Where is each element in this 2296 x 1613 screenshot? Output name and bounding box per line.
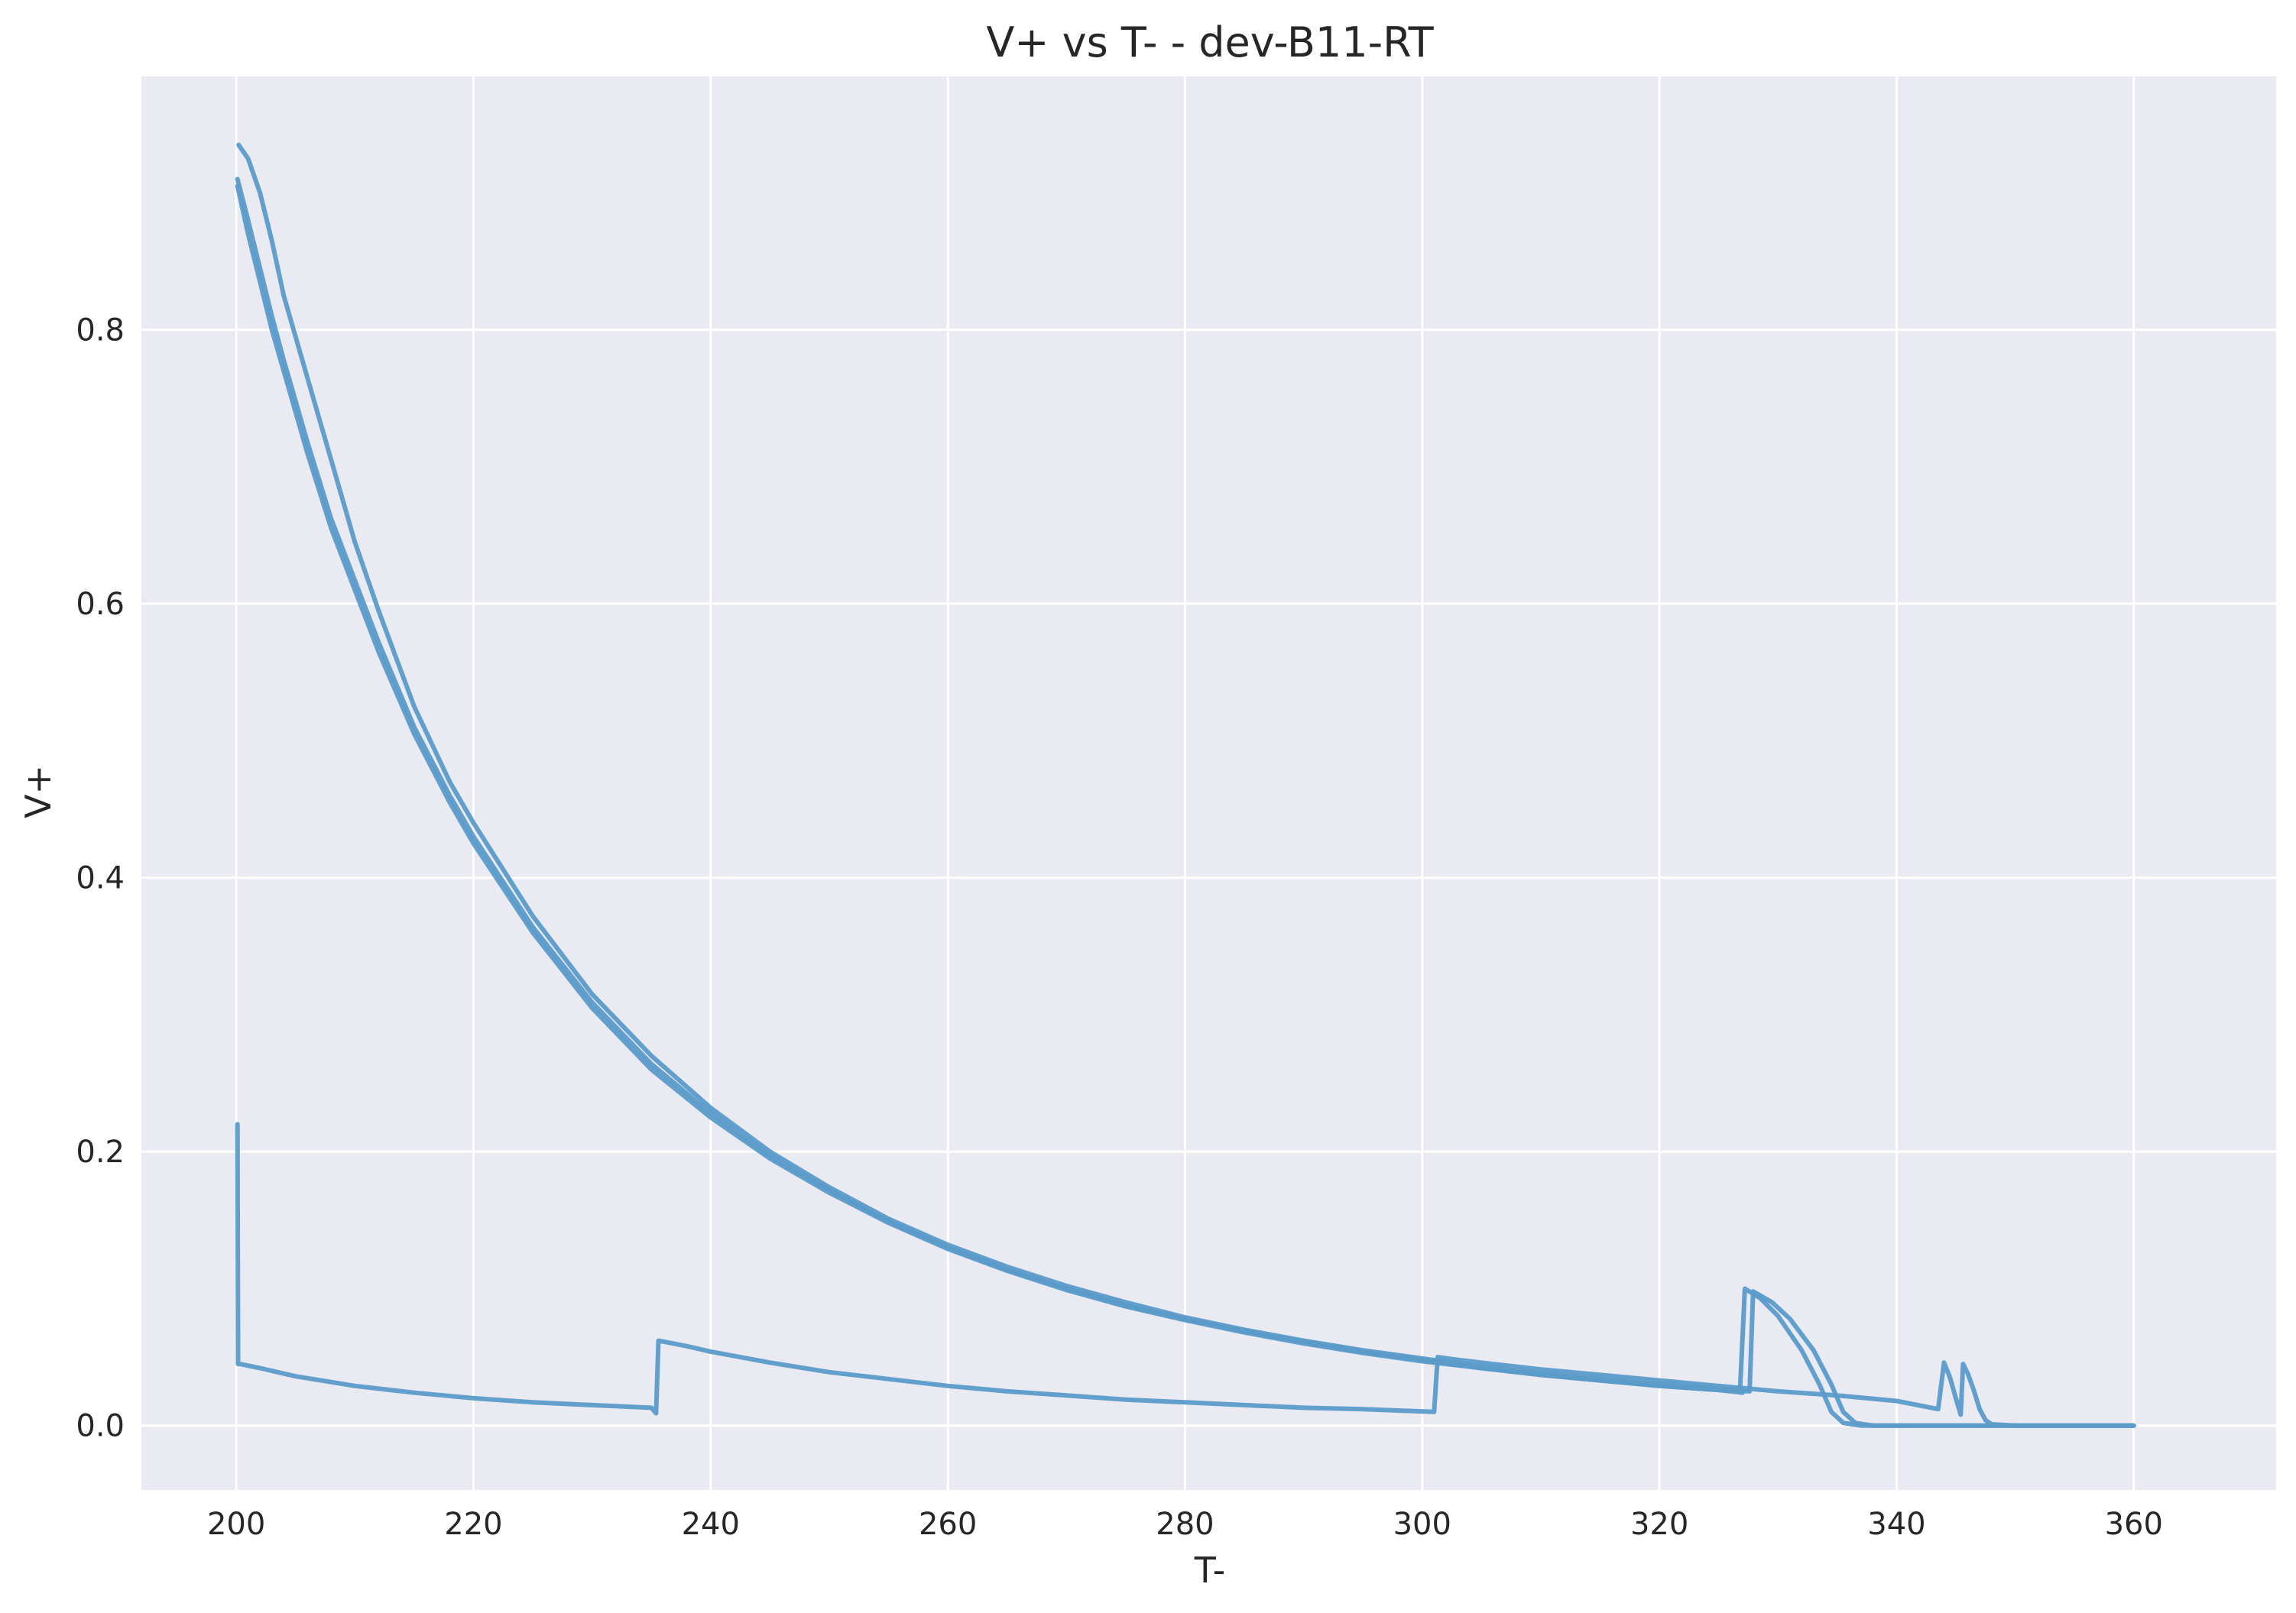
y-tick-label: 0.6 <box>76 587 125 622</box>
x-tick-label: 360 <box>2105 1507 2163 1542</box>
x-tick-label: 300 <box>1393 1507 1451 1542</box>
x-tick-label: 220 <box>444 1507 502 1542</box>
x-tick-label: 320 <box>1630 1507 1688 1542</box>
plot-area <box>141 76 2276 1490</box>
y-tick-label: 0.0 <box>76 1409 125 1444</box>
chart-title: V+ vs T- - dev-B11-RT <box>986 18 1434 66</box>
x-axis-label: T- <box>1194 1550 1225 1591</box>
tick-labels: 200 220 240 260 280 300 320 340 360 0.0 0.2 0.4 0.6 0… <box>76 313 2163 1542</box>
y-axis-label: V+ <box>18 765 59 818</box>
x-tick-label: 260 <box>919 1507 977 1542</box>
y-tick-label: 0.4 <box>76 861 125 896</box>
series-line-4 <box>235 1122 2136 1428</box>
series-lines <box>235 142 2136 1428</box>
x-tick-label: 340 <box>1867 1507 1925 1542</box>
x-tick-label: 200 <box>207 1507 265 1542</box>
y-tick-label: 0.2 <box>76 1135 125 1170</box>
x-tick-label: 280 <box>1156 1507 1214 1542</box>
y-tick-label: 0.8 <box>76 313 125 348</box>
x-tick-label: 240 <box>682 1507 740 1542</box>
